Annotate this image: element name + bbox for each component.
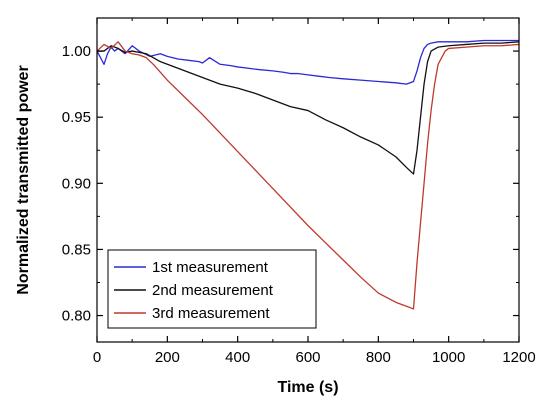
y-tick-label: 0.90 <box>62 175 91 192</box>
legend-label-2: 2nd measurement <box>152 282 274 299</box>
x-axis-title: Time (s) <box>277 379 338 396</box>
x-tick-label: 600 <box>295 349 320 366</box>
x-tick-label: 400 <box>225 349 250 366</box>
y-tick-label: 1.00 <box>62 43 91 60</box>
y-tick-label: 0.95 <box>62 109 91 126</box>
legend-label-3: 3rd measurement <box>152 305 270 322</box>
legend: 1st measurement 2nd measurement 3rd measur… <box>107 249 317 329</box>
series-line-2 <box>97 41 520 175</box>
x-tick-label: 1000 <box>432 349 465 366</box>
x-tick-label: 1200 <box>502 349 535 366</box>
x-tick-label: 0 <box>93 349 101 366</box>
y-axis-title: Normalized transmitted power <box>15 65 32 294</box>
legend-label-1: 1st measurement <box>152 259 269 276</box>
x-tick-label: 200 <box>155 349 180 366</box>
axes-layer: 0 200 400 600 800 1000 1200 0.80 0.85 0.90 0.95 1.0… <box>62 17 536 366</box>
series-line-3 <box>96 41 520 310</box>
y-tick-label: 0.80 <box>62 308 91 325</box>
y-tick-label: 0.85 <box>62 241 91 258</box>
legend-box <box>107 249 317 329</box>
series-line-1 <box>96 39 519 85</box>
x-tick-label: 800 <box>366 349 391 366</box>
series-layer <box>96 39 520 310</box>
